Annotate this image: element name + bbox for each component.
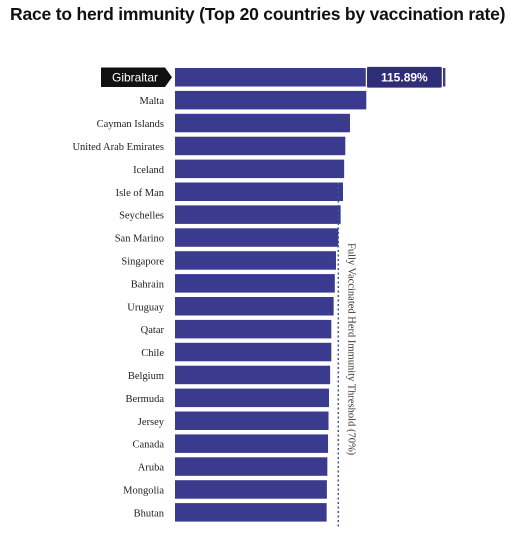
bar-qatar[interactable]	[175, 319, 332, 339]
bar-cayman-islands[interactable]	[175, 113, 350, 133]
bar-united-arab-emirates[interactable]	[175, 136, 346, 156]
category-label: United Arab Emirates	[72, 142, 164, 153]
category-label: Canada	[133, 440, 165, 451]
category-label: Bahrain	[131, 279, 165, 290]
chart-title: Race to herd immunity (Top 20 countries …	[10, 4, 506, 24]
bar-iceland[interactable]	[175, 159, 345, 179]
category-label: Cayman Islands	[97, 119, 164, 130]
bar-bahrain[interactable]	[175, 274, 335, 293]
category-label: Jersey	[138, 417, 165, 428]
threshold-label: Fully Vaccinated Herd Immunity Threshold…	[345, 243, 356, 456]
bar-malta[interactable]	[175, 90, 367, 110]
bar-san-marino[interactable]	[175, 228, 339, 247]
category-label: Aruba	[138, 463, 165, 474]
value-tooltip-label: 115.89%	[381, 70, 428, 84]
bar-canada[interactable]	[175, 434, 329, 453]
category-label: Isle of Man	[116, 188, 165, 199]
bar-chile[interactable]	[175, 342, 332, 362]
category-label: Uruguay	[127, 302, 164, 313]
bar-bhutan[interactable]	[175, 503, 327, 522]
bar-belgium[interactable]	[175, 365, 331, 385]
category-label: Singapore	[121, 256, 164, 267]
bar-isle-of-man[interactable]	[175, 182, 343, 202]
bar-aruba[interactable]	[175, 457, 328, 476]
bar-seychelles[interactable]	[175, 205, 341, 224]
category-label: Seychelles	[119, 211, 164, 222]
category-label: Malta	[140, 96, 165, 107]
category-label: Chile	[141, 348, 164, 359]
bar-mongolia[interactable]	[175, 480, 327, 499]
value-tooltip	[365, 65, 443, 89]
bar-uruguay[interactable]	[175, 297, 334, 316]
category-label: Mongolia	[123, 485, 164, 496]
highlight-label-arrow	[165, 67, 172, 87]
bar-jersey[interactable]	[175, 411, 329, 431]
bar-bermuda[interactable]	[175, 388, 329, 408]
category-label: Iceland	[133, 165, 165, 176]
highlight-label-bg	[101, 67, 165, 87]
category-label: Belgium	[128, 371, 164, 382]
category-label: Bhutan	[134, 508, 165, 519]
category-label: Bermuda	[126, 394, 165, 405]
category-label: San Marino	[115, 234, 164, 245]
bar-singapore[interactable]	[175, 251, 336, 270]
category-label: Gibraltar	[112, 70, 158, 84]
category-label: Qatar	[141, 325, 165, 336]
